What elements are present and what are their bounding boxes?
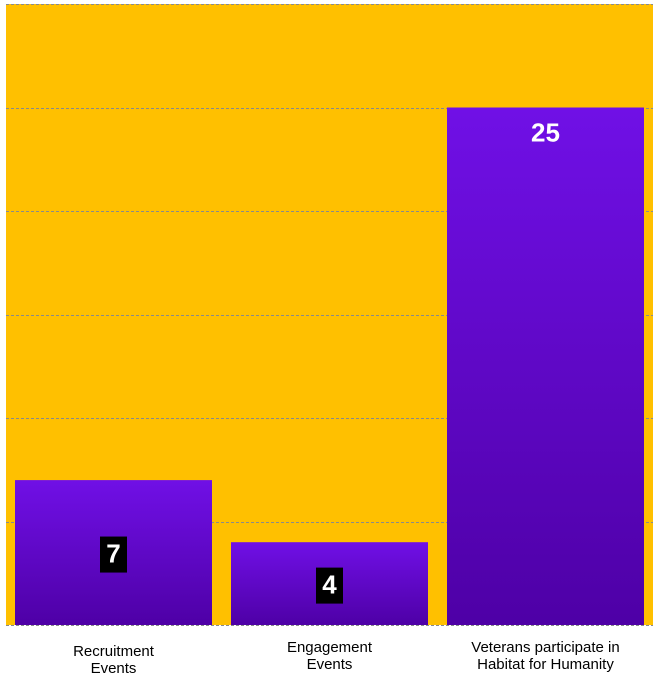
category-label-1-line-1: Recruitment (73, 643, 155, 660)
bars (15, 107, 644, 625)
data-label-box-1 (100, 536, 127, 573)
category-labels: RecruitmentEventsEngagementEventsVeteran… (73, 639, 620, 673)
category-label-2-line-1: Engagement (287, 639, 373, 656)
data-label-box-2 (316, 567, 343, 604)
data-labels: 7 4 25 (100, 118, 560, 604)
bar-3 (447, 107, 644, 625)
category-label-3-line-1: Veterans participate in (471, 639, 619, 656)
category-label-2-line-2: Events (307, 656, 353, 673)
data-label-3: 25 (531, 118, 560, 148)
data-label-1: 7 (106, 539, 120, 569)
category-label-3-line-2: Habitat for Humanity (477, 656, 614, 673)
category-label-1-line-2: Events (91, 660, 137, 673)
data-label-2: 4 (322, 570, 337, 600)
